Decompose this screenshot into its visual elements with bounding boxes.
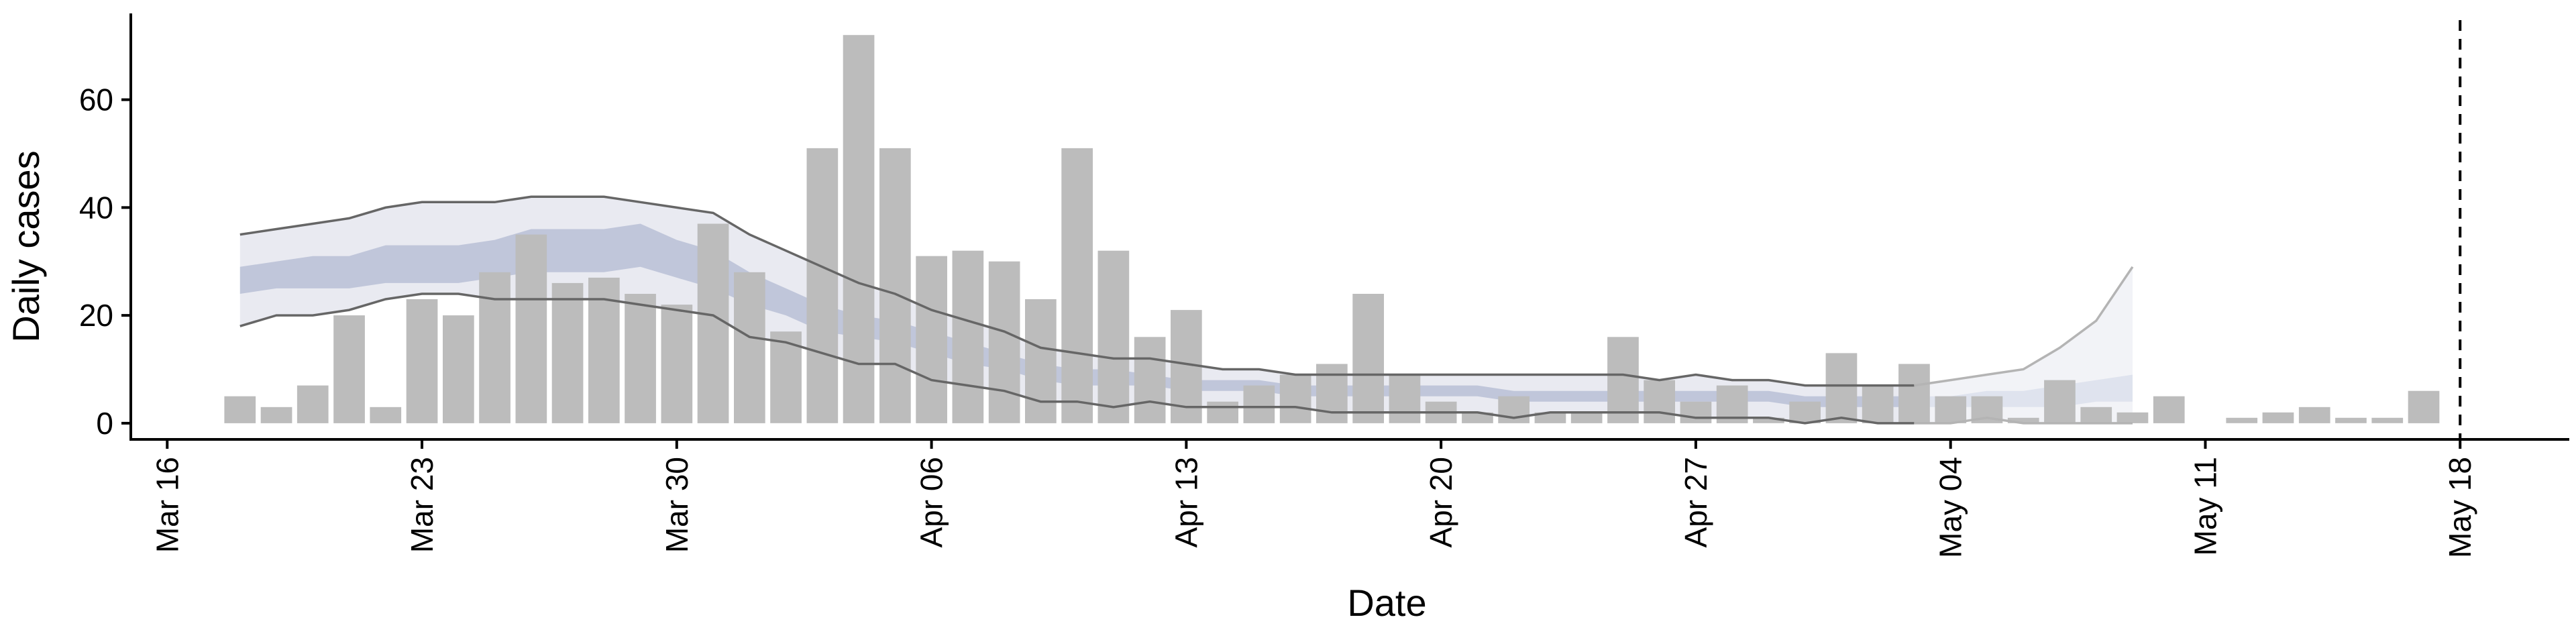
upper-bound-forecast-line xyxy=(1914,266,2134,387)
bar xyxy=(697,223,729,423)
bar xyxy=(916,256,947,423)
bar xyxy=(2153,396,2185,423)
bar xyxy=(1935,396,1967,423)
bar xyxy=(843,35,875,423)
bar xyxy=(625,294,656,423)
y-tick-label: 60 xyxy=(79,83,113,117)
bar xyxy=(333,315,365,423)
bar xyxy=(952,250,984,423)
x-tick-label: May 18 xyxy=(2443,457,2477,558)
bar xyxy=(1061,148,1093,423)
bars-layer xyxy=(224,35,2440,423)
bar xyxy=(988,261,1020,423)
bar xyxy=(1352,294,1384,423)
bar xyxy=(1207,401,1238,423)
x-tick-label: May 11 xyxy=(2188,457,2222,555)
bar xyxy=(1898,364,1930,423)
bar xyxy=(661,305,693,423)
x-tick-label: Mar 16 xyxy=(150,457,184,553)
bar xyxy=(2080,407,2112,423)
bar xyxy=(734,272,765,423)
bar xyxy=(370,407,402,423)
bar xyxy=(2371,417,2404,423)
bar xyxy=(1279,374,1311,423)
bar xyxy=(479,272,511,423)
bar xyxy=(1389,374,1421,423)
bar xyxy=(1462,412,1493,423)
bar xyxy=(1862,385,1894,423)
bar xyxy=(1644,380,1675,423)
bar xyxy=(1753,417,1784,423)
x-tick-label: Apr 06 xyxy=(914,457,949,548)
bar xyxy=(2298,407,2330,423)
bar xyxy=(1134,337,1166,423)
lower-bound-forecast-line xyxy=(1914,417,2133,425)
inner-band-forecast xyxy=(1914,374,2133,407)
bar xyxy=(2408,390,2440,423)
bar xyxy=(2044,380,2076,423)
lower-bound-line xyxy=(239,292,1915,425)
y-axis-title: Daily cases xyxy=(5,150,47,342)
bar xyxy=(2335,417,2367,423)
bar xyxy=(1243,385,1275,423)
x-tick-label: Apr 20 xyxy=(1424,457,1458,548)
bar xyxy=(2116,412,2149,423)
credible-bands-layer xyxy=(239,197,2133,423)
bar xyxy=(260,407,292,423)
y-ticks: 0 20 40 60 xyxy=(79,83,131,441)
bar xyxy=(443,315,474,423)
x-tick-label: Mar 23 xyxy=(405,457,439,553)
bar xyxy=(1825,353,1858,423)
bar xyxy=(1607,337,1639,423)
y-tick-label: 0 xyxy=(96,406,113,441)
bar xyxy=(1097,250,1130,423)
bar xyxy=(1570,412,1603,423)
bar xyxy=(1534,412,1566,423)
bar xyxy=(2226,417,2258,423)
x-tick-label: Apr 27 xyxy=(1678,457,1713,548)
x-tick-label: Mar 30 xyxy=(659,457,694,553)
bar xyxy=(879,148,911,423)
band-edges-layer xyxy=(239,195,2134,425)
bar xyxy=(1025,299,1057,423)
inner-band-estimate xyxy=(239,223,1915,407)
x-ticks: Mar 16 Mar 23 Mar 30 Apr 06 Apr 13 Apr 20 Apr … xyxy=(150,439,2477,558)
upper-bound-line xyxy=(239,195,1915,387)
y-tick-label: 20 xyxy=(79,298,113,333)
y-tick-label: 40 xyxy=(79,190,113,225)
bar xyxy=(806,148,839,423)
bar xyxy=(2262,412,2294,423)
bar xyxy=(224,396,256,423)
bar xyxy=(2007,417,2039,423)
bar xyxy=(515,234,547,423)
x-tick-label: Apr 13 xyxy=(1169,457,1203,548)
bar xyxy=(1316,364,1348,423)
bar xyxy=(770,331,802,423)
bar xyxy=(1498,396,1529,423)
bar xyxy=(406,299,438,423)
bar xyxy=(551,282,584,423)
bar xyxy=(297,385,329,423)
x-tick-label: May 04 xyxy=(1933,457,1968,558)
bar xyxy=(1680,401,1712,423)
axes-layer xyxy=(129,13,2569,441)
x-axis-title: Date xyxy=(1347,582,1426,624)
bar xyxy=(1789,401,1821,423)
